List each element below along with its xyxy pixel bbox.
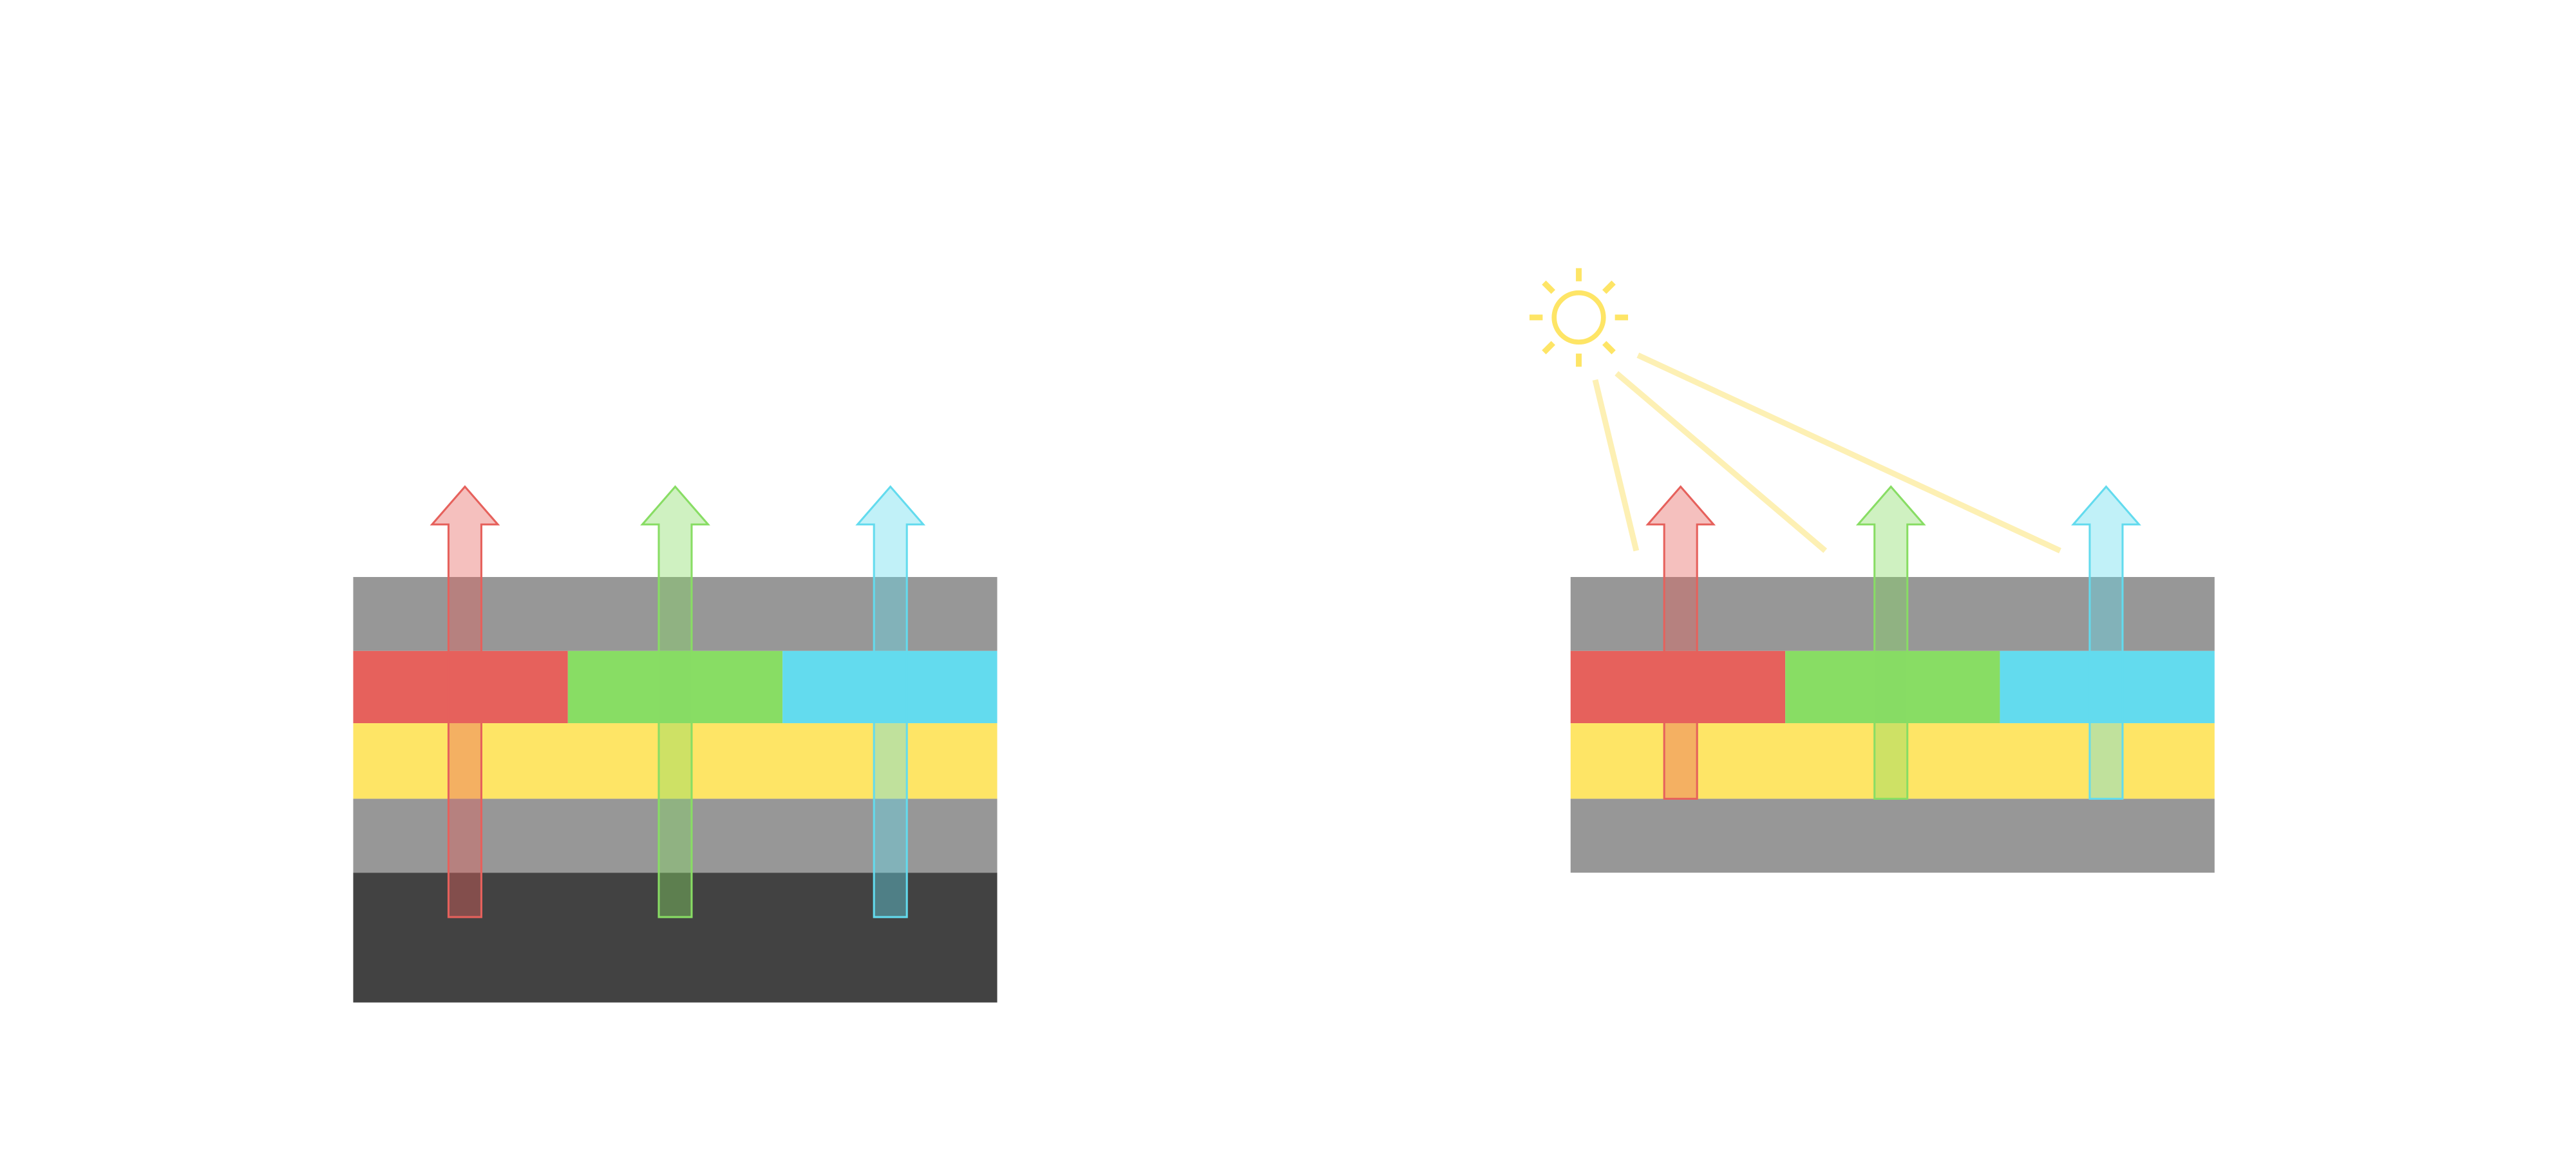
left-bottom-gray-layer <box>353 799 998 873</box>
sun-ray <box>1602 280 1616 294</box>
sun-ray <box>1602 341 1616 355</box>
left-cyan-filter <box>782 650 998 724</box>
left-green-arrow-up-icon <box>640 485 710 918</box>
right-red-filter <box>1570 650 1786 724</box>
right-yellow-layer <box>1570 723 2215 799</box>
left-dark-backlight-layer <box>353 873 998 1003</box>
left-red-arrow-up-icon <box>430 485 500 918</box>
right-red-arrow-up-icon <box>1645 485 1716 800</box>
ambient-light-ray <box>1615 371 1828 553</box>
right-green-arrow-up-icon <box>1855 485 1926 800</box>
left-cyan-arrow-up-icon <box>855 485 926 918</box>
left-top-gray-layer <box>353 577 998 651</box>
right-top-gray-layer <box>1570 577 2215 651</box>
right-green-filter <box>1785 650 2000 724</box>
right-bottom-gray-layer <box>1570 799 2215 873</box>
sun-ray <box>1542 341 1556 355</box>
left-green-filter <box>567 650 783 724</box>
sun-icon <box>1551 290 1606 345</box>
sun-ray <box>1542 280 1556 294</box>
right-cyan-filter <box>2000 650 2215 724</box>
ambient-light-ray <box>1592 379 1640 552</box>
right-cyan-arrow-up-icon <box>2071 485 2141 800</box>
left-red-filter <box>353 650 568 724</box>
ambient-light-ray <box>1636 352 2061 554</box>
left-yellow-layer <box>353 723 998 799</box>
